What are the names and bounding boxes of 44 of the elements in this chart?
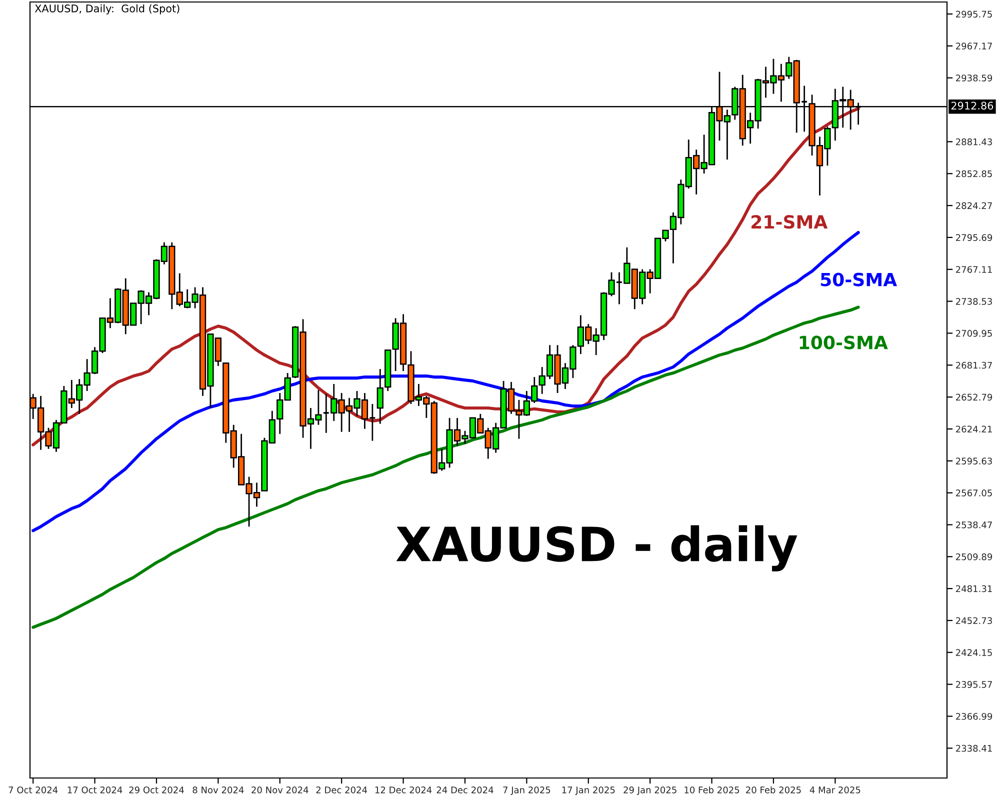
y-tick-label: 2424.15 [956,649,992,656]
x-tick-label: 17 Jan 2025 [562,786,615,795]
x-tick-label: 12 Dec 2024 [375,786,432,794]
y-tick-label: 2938.59 [956,74,992,82]
y-tick-label: 2795.69 [956,234,992,242]
y-tick-label: 2824.27 [956,202,992,210]
x-tick-label: 20 Feb 2025 [746,786,801,794]
x-tick-label: 7 Oct 2024 [8,786,58,794]
x-tick-label: 4 Mar 2025 [810,786,860,794]
x-tick-label: 29 Jan 2025 [624,786,676,795]
y-tick-label: 2652.79 [956,394,992,401]
series-label: 50-SMA [820,272,898,286]
ref-line-label: 2912.86 [951,102,994,110]
x-tick-label: 17 Oct 2024 [68,786,122,794]
x-tick-label: 2 Dec 2024 [316,786,368,794]
y-tick-label: 2995.75 [956,10,992,18]
y-tick-label: 2452.73 [956,617,992,624]
y-tick-label: 2881.43 [956,138,992,146]
x-tick-label: 20 Nov 2024 [252,786,308,794]
y-tick-label: 2738.53 [956,298,992,305]
y-tick-label: 2538.47 [956,521,992,528]
y-tick-label: 2481.31 [956,585,992,592]
y-tick-label: 2709.95 [956,330,992,337]
x-tick-label: 8 Nov 2024 [192,786,244,794]
candlestick [376,368,384,425]
y-tick-label: 2595.63 [956,458,992,464]
y-tick-label: 2509.89 [956,553,992,560]
series-label: 21-SMA [752,215,828,229]
x-tick-label: 29 Oct 2024 [129,786,184,794]
x-tick-label: 24 Dec 2024 [436,786,494,794]
y-tick-label: 2852.85 [956,170,992,178]
series-label: 100-SMA [800,336,888,350]
y-tick-label: 2681.37 [956,362,992,369]
y-tick-label: 2967.17 [956,42,992,50]
annotation: XAUUSD - daily [396,525,798,572]
chart-title: XAUUSD, Daily: Gold (Spot) [34,4,180,14]
x-tick-label: 7 Jan 2025 [503,786,550,795]
y-tick-label: 2767.11 [956,266,992,273]
y-tick-label: 2567.05 [956,490,992,496]
y-tick-label: 2338.41 [956,744,992,752]
y-tick-label: 2366.99 [956,712,992,720]
y-tick-label: 2624.21 [956,426,992,433]
y-tick-label: 2395.57 [956,681,992,688]
x-tick-label: 10 Feb 2025 [684,786,740,794]
